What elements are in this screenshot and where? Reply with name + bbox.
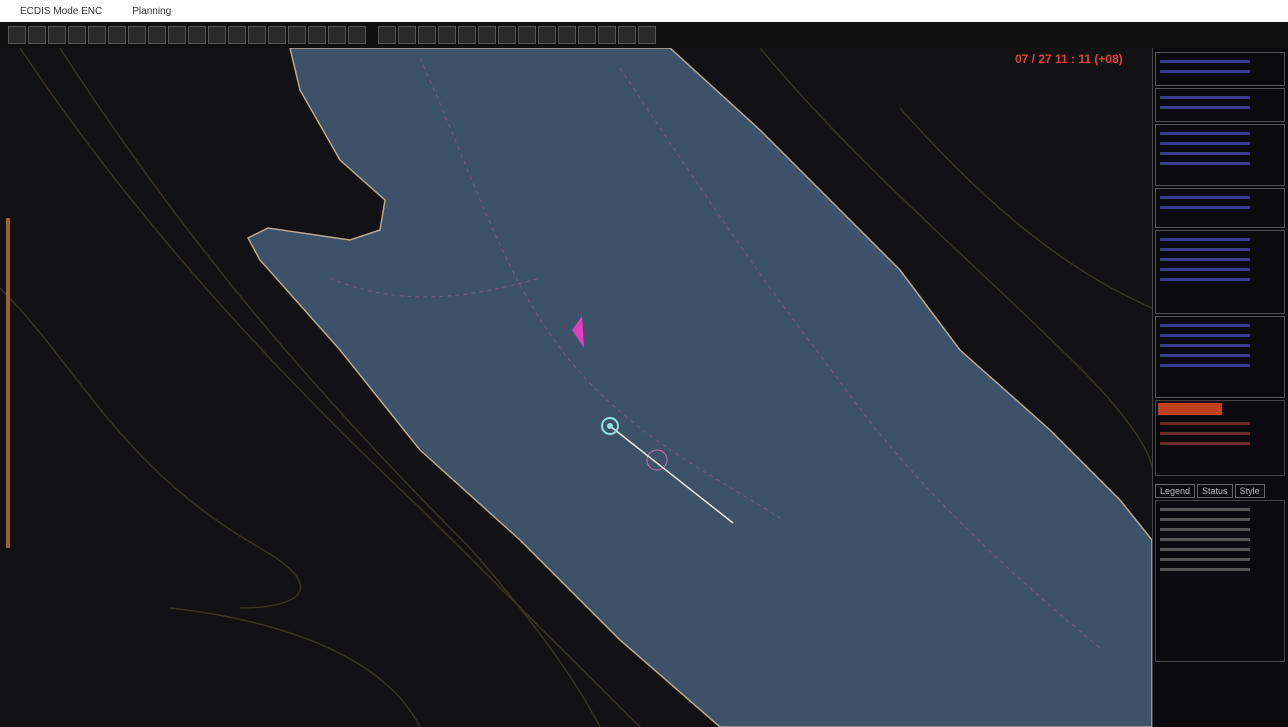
tool-button[interactable] — [418, 26, 436, 44]
tool-button[interactable] — [128, 26, 146, 44]
tool-button[interactable] — [328, 26, 346, 44]
chart-map[interactable] — [0, 48, 1152, 727]
waypoint — [646, 449, 668, 471]
tool-button[interactable] — [268, 26, 286, 44]
tool-button[interactable] — [28, 26, 46, 44]
tool-button[interactable] — [598, 26, 616, 44]
tool-button[interactable] — [188, 26, 206, 44]
scale-bar — [6, 218, 10, 548]
tool-button[interactable] — [578, 26, 596, 44]
tool-button[interactable] — [458, 26, 476, 44]
tool-button[interactable] — [68, 26, 86, 44]
tool-button[interactable] — [8, 26, 26, 44]
window-title: ECDIS Mode ENC — [20, 5, 103, 17]
tool-button[interactable] — [538, 26, 556, 44]
tab[interactable]: Legend — [1155, 484, 1196, 498]
tool-button[interactable] — [168, 26, 186, 44]
tool-button[interactable] — [288, 26, 306, 44]
title-bar: ECDIS Mode ENC Planning — [0, 0, 1288, 22]
tool-button[interactable] — [148, 26, 166, 44]
info-panel: Legend Status Style — [1152, 48, 1288, 727]
tool-button[interactable] — [498, 26, 516, 44]
tool-button[interactable] — [378, 26, 396, 44]
target-marker — [572, 316, 584, 348]
own-ship[interactable] — [601, 417, 619, 435]
tool-button[interactable] — [478, 26, 496, 44]
tool-button[interactable] — [348, 26, 366, 44]
tool-button[interactable] — [618, 26, 636, 44]
tab[interactable]: Status — [1197, 484, 1233, 498]
tool-button[interactable] — [558, 26, 576, 44]
tool-button[interactable] — [48, 26, 66, 44]
tool-button[interactable] — [228, 26, 246, 44]
tool-button[interactable] — [638, 26, 656, 44]
tool-button[interactable] — [208, 26, 226, 44]
tool-button[interactable] — [308, 26, 326, 44]
datetime: 07 / 27 11 : 11 (+08) — [1015, 52, 1123, 66]
heading-line — [609, 425, 734, 524]
toolbar — [0, 22, 1288, 49]
tool-button[interactable] — [398, 26, 416, 44]
mode-label[interactable]: Planning — [132, 5, 172, 17]
tab[interactable]: Style — [1234, 484, 1265, 498]
tool-button[interactable] — [438, 26, 456, 44]
tool-button[interactable] — [108, 26, 126, 44]
panel-tabs: Legend Status Style — [1155, 484, 1285, 498]
tool-button[interactable] — [518, 26, 536, 44]
tool-button[interactable] — [88, 26, 106, 44]
tool-button[interactable] — [248, 26, 266, 44]
water-area — [246, 48, 1152, 727]
